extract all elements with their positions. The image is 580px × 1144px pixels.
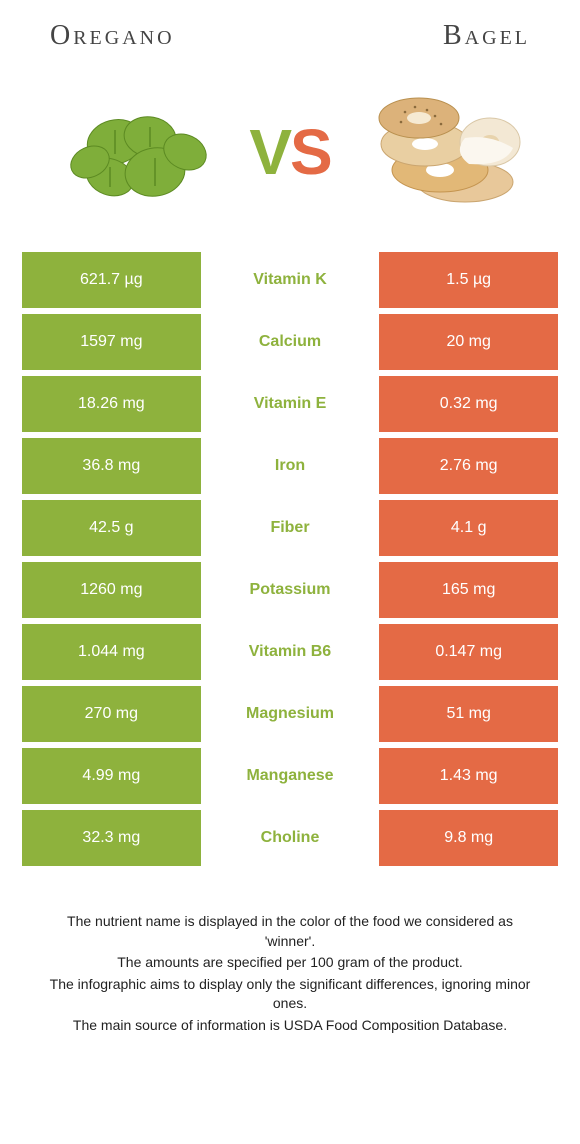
nutrient-row: 621.7 µgVitamin K1.5 µg [22, 252, 558, 308]
oregano-icon [55, 82, 225, 222]
footer-line: The main source of information is USDA F… [44, 1016, 536, 1036]
nutrient-row: 270 mgMagnesium51 mg [22, 686, 558, 742]
left-value: 32.3 mg [22, 810, 201, 866]
footer-notes: The nutrient name is displayed in the co… [20, 872, 560, 1036]
nutrient-label: Vitamin B6 [201, 624, 380, 680]
nutrient-row: 1.044 mgVitamin B60.147 mg [22, 624, 558, 680]
nutrient-table: 621.7 µgVitamin K1.5 µg 1597 mgCalcium20 … [20, 252, 560, 866]
footer-line: The nutrient name is displayed in the co… [44, 912, 536, 951]
nutrient-label: Vitamin K [201, 252, 380, 308]
title-row: Oregano Bagel [20, 20, 560, 62]
right-value: 4.1 g [379, 500, 558, 556]
image-row: VS [20, 62, 560, 252]
nutrient-label: Magnesium [201, 686, 380, 742]
right-value: 2.76 mg [379, 438, 558, 494]
nutrient-row: 42.5 gFiber4.1 g [22, 500, 558, 556]
nutrient-row: 18.26 mgVitamin E0.32 mg [22, 376, 558, 432]
vs-v: V [249, 116, 290, 188]
left-value: 621.7 µg [22, 252, 201, 308]
right-food-image [331, 82, 550, 222]
vs-s: S [290, 116, 331, 188]
right-value: 1.43 mg [379, 748, 558, 804]
right-value: 9.8 mg [379, 810, 558, 866]
left-food-image [30, 82, 249, 222]
left-value: 18.26 mg [22, 376, 201, 432]
nutrient-row: 32.3 mgCholine9.8 mg [22, 810, 558, 866]
left-value: 42.5 g [22, 500, 201, 556]
right-value: 165 mg [379, 562, 558, 618]
left-food-title: Oregano [50, 20, 175, 52]
left-value: 36.8 mg [22, 438, 201, 494]
nutrient-row: 4.99 mgManganese1.43 mg [22, 748, 558, 804]
footer-line: The infographic aims to display only the… [44, 975, 536, 1014]
vs-label: VS [249, 115, 330, 189]
nutrient-label: Choline [201, 810, 380, 866]
left-value: 1260 mg [22, 562, 201, 618]
right-value: 20 mg [379, 314, 558, 370]
right-food-title: Bagel [443, 20, 530, 52]
left-value: 1.044 mg [22, 624, 201, 680]
nutrient-label: Manganese [201, 748, 380, 804]
nutrient-label: Potassium [201, 562, 380, 618]
nutrient-label: Fiber [201, 500, 380, 556]
left-value: 1597 mg [22, 314, 201, 370]
nutrient-label: Iron [201, 438, 380, 494]
footer-line: The amounts are specified per 100 gram o… [44, 953, 536, 973]
left-value: 270 mg [22, 686, 201, 742]
right-value: 0.147 mg [379, 624, 558, 680]
right-value: 51 mg [379, 686, 558, 742]
nutrient-row: 36.8 mgIron2.76 mg [22, 438, 558, 494]
nutrient-label: Vitamin E [201, 376, 380, 432]
right-value: 1.5 µg [379, 252, 558, 308]
nutrient-label: Calcium [201, 314, 380, 370]
nutrient-row: 1260 mgPotassium165 mg [22, 562, 558, 618]
bagel-icon [355, 82, 525, 222]
nutrient-row: 1597 mgCalcium20 mg [22, 314, 558, 370]
right-value: 0.32 mg [379, 376, 558, 432]
left-value: 4.99 mg [22, 748, 201, 804]
